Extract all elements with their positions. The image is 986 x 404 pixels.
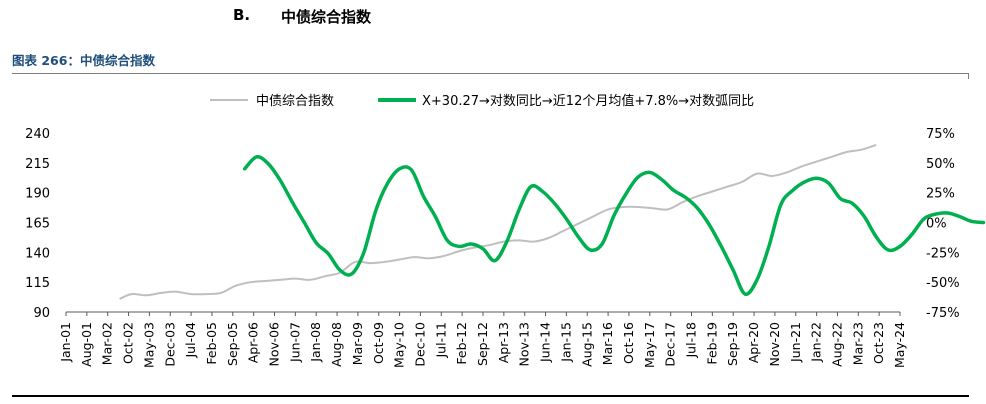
x-axis-tick-label: Dec-03 xyxy=(162,322,177,367)
right-axis-tick-label: -25% xyxy=(926,246,960,261)
figure-caption: 图表 266：中债综合指数 xyxy=(12,53,155,68)
left-axis-tick-label: 90 xyxy=(33,306,50,321)
x-axis-tick-label: Jul-04 xyxy=(183,322,198,359)
x-axis: Jan-01 Aug-01 Mar-02 Oct-02 May-03 Dec-03 Jul-… xyxy=(58,311,907,368)
x-axis-tick-label: May-03 xyxy=(141,322,156,368)
section-heading: B. 中债综合指数 xyxy=(0,6,986,30)
x-axis-tick-label: Mar-09 xyxy=(350,322,365,365)
legend-label-momentum: X+30.27→对数同比→近12个月均值+7.8%→对数弧同比 xyxy=(422,93,754,109)
x-axis-tick-label: Feb-12 xyxy=(454,322,469,365)
x-axis-tick-label: Apr-13 xyxy=(496,322,511,363)
right-axis-tick-label: 25% xyxy=(926,187,955,202)
x-axis-tick-label: Jan-15 xyxy=(558,322,573,363)
x-axis-tick-label: Oct-23 xyxy=(871,322,886,364)
section-letter: B. xyxy=(233,6,251,24)
x-axis-tick-label: Mar-16 xyxy=(600,322,615,365)
left-axis-tick-label: 115 xyxy=(25,276,50,291)
x-axis-tick-label: Jan-08 xyxy=(308,322,323,363)
left-axis-tick-label: 215 xyxy=(25,157,50,172)
x-axis-tick-label: May-24 xyxy=(892,322,907,368)
left-axis-tick-label: 240 xyxy=(25,127,50,142)
x-axis-tick-label: Nov-13 xyxy=(517,322,532,366)
x-axis-tick-label: Dec-10 xyxy=(412,322,427,367)
left-axis: 90 115 140 165 190 215 240 xyxy=(25,127,50,321)
x-axis-tick-label: Aug-22 xyxy=(829,322,844,367)
x-axis-tick-label: Oct-09 xyxy=(371,322,386,364)
x-axis-tick-label: Jan-22 xyxy=(809,322,824,363)
bottom-rule xyxy=(12,395,969,397)
x-axis-tick-label: Apr-06 xyxy=(246,322,261,363)
left-axis-tick-label: 190 xyxy=(25,187,50,202)
x-axis-tick-label: Nov-20 xyxy=(767,322,782,367)
x-axis-tick-label: Jul-11 xyxy=(433,322,448,359)
x-axis-tick-label: Oct-02 xyxy=(121,322,136,364)
right-axis-tick-label: 0% xyxy=(926,217,947,232)
x-axis-tick-label: Mar-02 xyxy=(100,322,115,365)
right-axis-tick-label: 50% xyxy=(926,157,955,172)
x-axis-tick-label: Jul-18 xyxy=(684,322,699,359)
x-axis-tick-label: Apr-20 xyxy=(746,322,761,363)
x-axis-tick-label: Jan-01 xyxy=(58,322,73,363)
x-axis-tick-label: Aug-08 xyxy=(329,322,344,367)
x-axis-tick-label: Nov-06 xyxy=(267,322,282,367)
right-axis-tick-label: 75% xyxy=(926,127,955,142)
section-title: 中债综合指数 xyxy=(281,8,372,26)
chart-legend: 中债综合指数 X+30.27→对数同比→近12个月均值+7.8%→对数弧同比 xyxy=(210,93,754,109)
x-axis-tick-label: Jun-21 xyxy=(788,322,803,363)
x-axis-tick-label: Aug-01 xyxy=(79,322,94,367)
right-axis-tick-label: -75% xyxy=(926,306,960,321)
x-axis-tick-label: May-17 xyxy=(642,322,657,368)
left-axis-tick-label: 165 xyxy=(25,217,50,232)
right-axis: -75% -50% -25% 0% 25% 50% 75% xyxy=(926,127,960,321)
caption-divider-tick xyxy=(968,73,969,79)
series-line-index xyxy=(119,143,877,300)
x-axis-tick-label: Aug-15 xyxy=(579,322,594,367)
series-layer xyxy=(119,143,986,300)
legend-label-index: 中债综合指数 xyxy=(256,94,334,109)
x-axis-tick-label: Jun-14 xyxy=(538,322,553,363)
x-axis-tick-label: Dec-17 xyxy=(663,322,678,367)
left-axis-tick-label: 140 xyxy=(25,246,50,261)
x-axis-tick-label: Sep-12 xyxy=(475,322,490,366)
x-axis-tick-label: Feb-05 xyxy=(204,322,219,365)
right-axis-tick-label: -50% xyxy=(926,276,960,291)
caption-divider xyxy=(12,73,969,74)
x-axis-tick-label: Feb-19 xyxy=(704,322,719,365)
x-axis-tick-label: Sep-19 xyxy=(725,322,740,366)
x-axis-tick-label: Oct-16 xyxy=(621,322,636,364)
x-axis-tick-label: May-10 xyxy=(392,322,407,368)
series-line-momentum xyxy=(242,155,986,297)
x-axis-tick-label: Mar-23 xyxy=(850,322,865,365)
x-axis-tick-label: Jun-07 xyxy=(287,322,302,363)
x-axis-tick-label: Sep-05 xyxy=(225,322,240,366)
